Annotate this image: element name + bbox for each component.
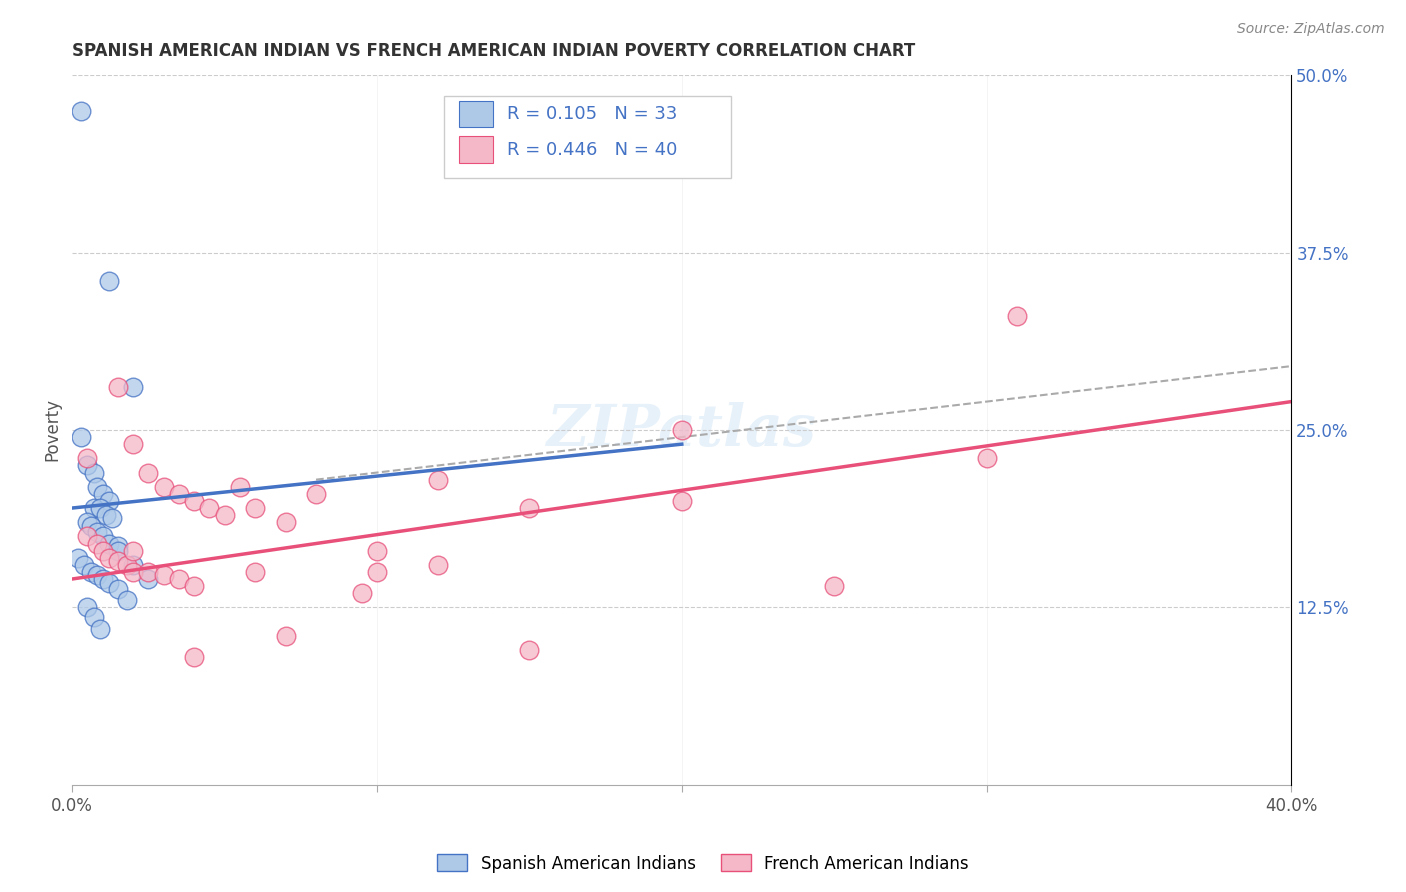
- Point: [274, 629, 297, 643]
- Y-axis label: Poverty: Poverty: [44, 399, 60, 461]
- Point: [107, 539, 129, 553]
- Point: [86, 567, 108, 582]
- Point: [138, 466, 160, 480]
- Point: [83, 501, 105, 516]
- Point: [76, 529, 98, 543]
- Point: [519, 643, 541, 657]
- Point: [671, 494, 693, 508]
- Point: [86, 536, 108, 550]
- Point: [97, 274, 120, 288]
- Point: [76, 515, 98, 529]
- Point: [519, 501, 541, 516]
- Point: [122, 437, 145, 451]
- Point: [107, 553, 129, 567]
- Point: [83, 466, 105, 480]
- Point: [115, 593, 138, 607]
- Point: [229, 480, 252, 494]
- Point: [67, 550, 90, 565]
- Point: [243, 501, 266, 516]
- Point: [73, 558, 96, 572]
- Text: ZIPatlas: ZIPatlas: [547, 401, 817, 458]
- Point: [274, 515, 297, 529]
- Point: [91, 543, 114, 558]
- Point: [426, 558, 449, 572]
- Point: [366, 543, 388, 558]
- Point: [305, 487, 328, 501]
- Point: [91, 487, 114, 501]
- Point: [97, 494, 120, 508]
- Point: [70, 103, 93, 118]
- Point: [167, 487, 190, 501]
- Point: [152, 480, 174, 494]
- Point: [107, 582, 129, 596]
- Point: [97, 576, 120, 591]
- Point: [198, 501, 221, 516]
- Point: [76, 600, 98, 615]
- Point: [76, 458, 98, 473]
- Point: [115, 558, 138, 572]
- Point: [243, 565, 266, 579]
- Bar: [458, 136, 494, 163]
- Point: [152, 567, 174, 582]
- Point: [122, 543, 145, 558]
- Text: SPANISH AMERICAN INDIAN VS FRENCH AMERICAN INDIAN POVERTY CORRELATION CHART: SPANISH AMERICAN INDIAN VS FRENCH AMERIC…: [72, 42, 915, 60]
- Point: [138, 565, 160, 579]
- Point: [91, 572, 114, 586]
- Point: [79, 565, 101, 579]
- Bar: [458, 101, 494, 128]
- Point: [89, 622, 111, 636]
- Point: [107, 543, 129, 558]
- Point: [122, 565, 145, 579]
- Point: [89, 501, 111, 516]
- Point: [107, 380, 129, 394]
- Point: [70, 430, 93, 444]
- Point: [122, 380, 145, 394]
- Point: [1005, 310, 1028, 324]
- Point: [83, 610, 105, 624]
- Point: [86, 525, 108, 540]
- FancyBboxPatch shape: [444, 96, 731, 178]
- Point: [97, 550, 120, 565]
- Point: [167, 572, 190, 586]
- Point: [94, 508, 117, 522]
- Point: [214, 508, 236, 522]
- Point: [976, 451, 998, 466]
- Point: [366, 565, 388, 579]
- Point: [79, 519, 101, 533]
- Point: [91, 529, 114, 543]
- Point: [350, 586, 373, 600]
- Legend: Spanish American Indians, French American Indians: Spanish American Indians, French America…: [430, 847, 976, 880]
- Point: [183, 494, 205, 508]
- Text: Source: ZipAtlas.com: Source: ZipAtlas.com: [1237, 22, 1385, 37]
- Point: [86, 480, 108, 494]
- Text: R = 0.105   N = 33: R = 0.105 N = 33: [508, 105, 678, 123]
- Text: R = 0.446   N = 40: R = 0.446 N = 40: [508, 141, 678, 159]
- Point: [426, 473, 449, 487]
- Point: [183, 650, 205, 665]
- Point: [183, 579, 205, 593]
- Point: [97, 536, 120, 550]
- Point: [76, 451, 98, 466]
- Point: [823, 579, 845, 593]
- Point: [101, 511, 124, 525]
- Point: [671, 423, 693, 437]
- Point: [122, 558, 145, 572]
- Point: [138, 572, 160, 586]
